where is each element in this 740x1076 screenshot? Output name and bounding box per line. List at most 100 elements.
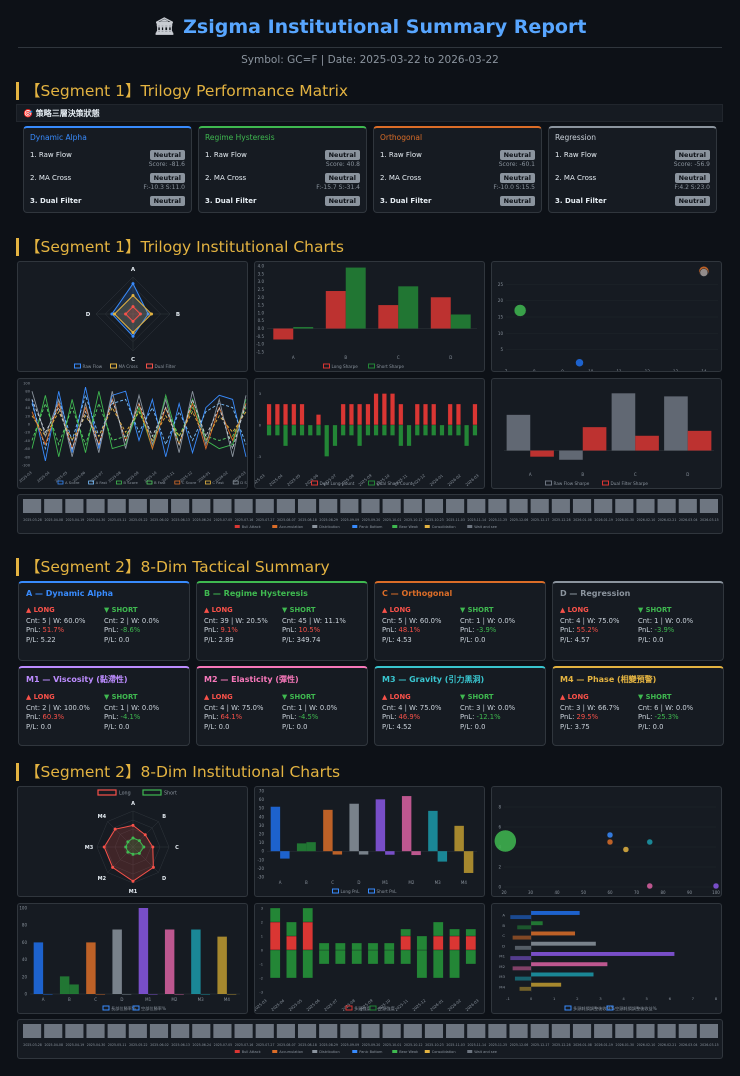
bar [43,994,53,995]
pnl-line: PnL: -12.1% [460,713,538,723]
regime-cell [467,499,486,513]
hbar [531,952,675,956]
x-tick-label: 80 [660,890,666,895]
bar-segment [302,921,313,951]
bar [430,297,451,329]
legend-label: A Fast [96,480,108,485]
bar-segment [365,424,371,436]
y-tick-label: 70 [259,789,265,794]
count-winrate: Cnt: 3 | W: 66.7% [560,703,620,712]
y-tick-label: D [502,943,505,948]
regime-cell [382,499,401,513]
pnl-line: PnL: 48.1% [382,626,460,636]
radar-axis-label: A [131,801,135,807]
bar [401,796,412,852]
bar-segment [472,403,478,426]
legend-label: Short [164,791,177,797]
long-label: ▲ LONG [26,693,55,701]
y-tick-label: M1 [499,954,505,959]
y-tick-label: 60 [25,398,30,402]
bar-segment [449,949,460,979]
matrix-row: 2. MA Cross Neutral [380,173,535,183]
radar-point [131,334,135,338]
tactical-card: M3 — Gravity (引力黑洞) ▲ LONG Cnt: 4 | W: 75.… [374,666,546,746]
scatter-chart-8dim-svg: 864202030405060708090100 [494,805,720,895]
x-tick-label: 30 [528,890,534,895]
status-badge: Neutral [149,196,185,206]
section-8dim-charts: 【Segment 2】8-Dim Institutional Charts [16,763,340,781]
bar-segment [367,949,379,965]
date-label: 2025-11-03 [446,1043,465,1047]
bar-segment [324,424,330,457]
scatter-point [494,829,517,853]
hbar [531,911,580,915]
bar-segment [291,403,297,426]
pnl-label: PnL: [638,626,655,634]
regime-cell [636,499,655,513]
bar [59,976,70,994]
x-tick-label: D [357,880,360,885]
tactical-card-title: B — Regime Hysteresis [204,589,308,598]
report-title: 🏛 Zsigma Institutional Summary Report [153,16,587,38]
radar-point [113,827,117,831]
legend-label: Accumulation [279,525,303,529]
radar-point [137,839,141,843]
bar-segment [433,935,444,951]
count-winrate: Cnt: 3 | W: 0.0% [460,703,516,712]
radar-axis-label: M2 [98,876,107,882]
x-tick-label: 2026-02 [447,998,463,1012]
radar-point [131,852,135,856]
pnl-value: 10.5% [298,626,321,634]
hbar [510,915,532,920]
y-tick-label: 0 [261,849,264,854]
x-tick-label: 2025-12 [411,998,427,1012]
score-line [31,391,247,457]
x-tick-label: C [94,997,97,1002]
legend-label: Wait and see [474,525,497,529]
radar-axis-label: M3 [85,845,94,851]
legend-label: Dual Short Count [377,481,413,486]
matrix-row: 3. Dual Filter Neutral [555,196,710,206]
matrix-row: 3. Dual Filter Neutral [205,196,360,206]
bar-segment [431,424,437,436]
x-tick-label: 100 [712,890,720,895]
long-label: ▲ LONG [382,606,411,614]
long-label: ▲ LONG [382,693,411,701]
profit-loss-ratio: P/L: 0.0 [204,722,230,731]
bar-chart-dual-counts-svg: 2025-03 2025-04 2025-05 2025-06 2025-07 2025-… [255,392,480,487]
x-tick-label: 11 [617,369,623,372]
bar-segment [423,424,428,436]
bar-segment [307,424,313,436]
regime-cell [530,1024,549,1038]
header-divider [18,47,722,48]
bar-segment [291,424,297,436]
bar [635,435,659,451]
x-tick-label: 20 [501,890,507,895]
bar [378,305,399,329]
profit-loss-ratio: P/L: 4.57 [560,635,590,644]
pnl-line: PnL: 29.5% [560,713,638,723]
date-label: 2025-12-28 [552,1043,571,1047]
date-label: 2025-06-24 [193,1043,212,1047]
legend-label: Raw Flow [83,364,103,369]
bar-segment [472,424,478,436]
regime-cell [361,499,380,513]
legend-label: Bear Weak [399,1050,419,1054]
regime-cell [361,1024,380,1038]
date-label: 2025-03-28 [23,518,42,522]
date-label: 2025-07-16 [235,518,254,522]
bar [138,908,149,994]
radar-point [131,282,135,286]
regime-cell [107,499,126,513]
bar [95,994,106,995]
bar-segment [400,928,411,937]
pnl-label: PnL: [26,626,43,634]
regime-cell [636,1024,655,1038]
profit-loss-ratio: P/L: 3.75 [560,722,590,731]
regime-cell [234,499,253,513]
pnl-label: PnL: [460,713,477,721]
legend-swatch [146,480,153,485]
legend-label: Dual Long Count [320,481,355,486]
radar-axis-label: D [86,312,91,318]
date-label: 2025-10-01 [383,1043,402,1047]
